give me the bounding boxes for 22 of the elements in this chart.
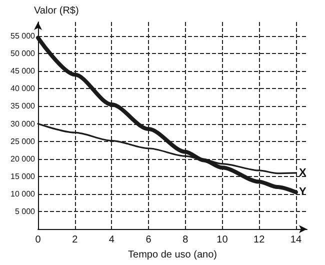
x-tick-label: 4 [108, 234, 115, 246]
y-tick-label: 30 000 [10, 119, 36, 128]
y-tick-label: 35 000 [10, 102, 36, 111]
x-tick-label: 12 [254, 234, 266, 246]
y-tick-label: 20 000 [10, 154, 36, 164]
x-axis-title: Tempo de uso (ano) [128, 250, 217, 260]
x-tick-label: 10 [216, 234, 228, 246]
x-tick-label: 8 [182, 234, 189, 246]
y-tick-label: 25 000 [10, 136, 36, 146]
y-tick-label: 15 000 [10, 172, 36, 181]
series-label: X [298, 166, 307, 179]
x-tick-label: 0 [35, 234, 42, 246]
y-tick-label: 55 000 [10, 32, 36, 41]
y-tick-label: 10 000 [10, 190, 36, 198]
y-tick-label: 5 000 [14, 207, 36, 216]
x-tick-label: 2 [72, 234, 78, 246]
x-tick-label: 6 [146, 234, 152, 246]
y-axis-title: Valor (R$) [34, 6, 79, 16]
y-tick-label: 45 000 [10, 66, 36, 76]
x-tick-label: 14 [290, 234, 302, 246]
y-tick-label: 40 000 [10, 84, 36, 94]
y-tick-label: 50 000 [10, 49, 36, 58]
